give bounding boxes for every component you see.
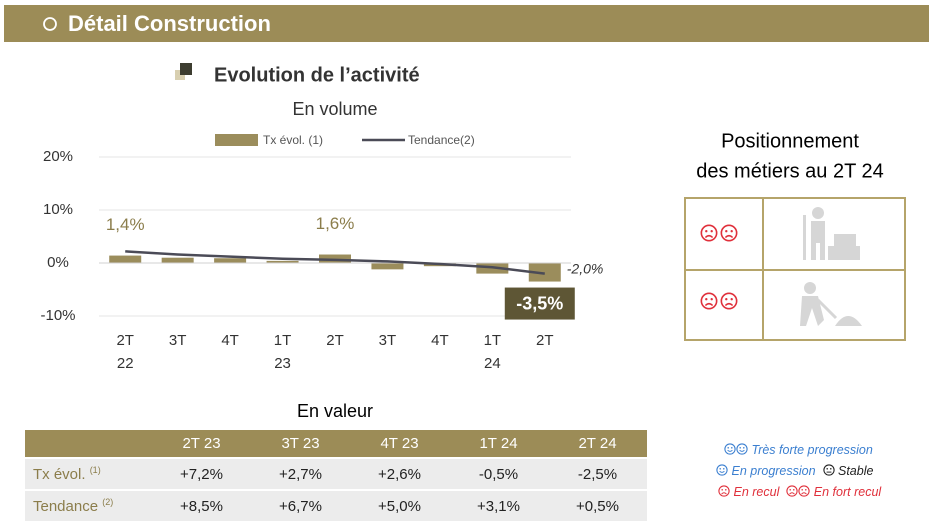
value-label: -2,0%	[567, 260, 604, 276]
cell: +6,7%	[251, 491, 350, 521]
header-title: Détail Construction	[68, 11, 271, 36]
table-row: Tendance (2) +8,5% +6,7% +5,0% +3,1% +0,…	[25, 491, 647, 521]
bar	[214, 258, 246, 263]
legend-item: Stable	[823, 464, 874, 478]
header-cell: 2T 24	[548, 430, 647, 457]
x-tick-label: 4T	[431, 332, 449, 349]
value-label: -3,5%	[516, 293, 563, 313]
header-cell: 1T 24	[449, 430, 548, 457]
legend-swatch	[215, 134, 258, 146]
legend-text: En progression	[731, 464, 815, 478]
legend-item: En fort recul	[786, 485, 881, 499]
cell: +8,5%	[152, 491, 251, 521]
positioning-grid	[685, 198, 905, 340]
value-table: 2T 23 3T 23 4T 23 1T 24 2T 24 Tx évol. (…	[25, 428, 647, 523]
legend-text: Stable	[838, 464, 873, 478]
row-note: (1)	[90, 465, 101, 475]
chart-subtitle: En volume	[292, 99, 377, 119]
header-cell: 2T 23	[152, 430, 251, 457]
positioning-title: des métiers au 2T 24	[696, 160, 884, 182]
plot: -10% 0% 10% 20% 2T 22 3T 4T 1T 23 2T 3T 4T 1T 24 2T 1,4%…	[40, 148, 603, 372]
x-tick-label: 3T	[379, 332, 397, 349]
x-tick-label: 23	[274, 355, 291, 372]
mood-legend: Très forte progression En progression St…	[716, 440, 931, 503]
value-label: 1,4%	[106, 215, 145, 234]
row-label: Tendance (2)	[25, 491, 152, 521]
legend-item: En recul	[718, 485, 779, 499]
value-label: 1,6%	[316, 214, 355, 233]
legend-item: En progression	[716, 464, 816, 478]
x-tick-label: 4T	[221, 332, 239, 349]
x-tick-label: 2T	[326, 332, 344, 349]
legend-label: Tendance(2)	[408, 133, 475, 147]
x-tick-label: 2T	[536, 332, 554, 349]
bar	[371, 263, 403, 269]
x-tick-label: 3T	[169, 332, 187, 349]
row-label-text: Tendance	[33, 498, 98, 515]
sad-faces	[701, 225, 736, 308]
row-note: (2)	[102, 497, 113, 507]
positioning-title: Positionnement	[721, 130, 859, 152]
legend-line: En progression Stable	[716, 461, 931, 482]
x-tick-label: 1T	[484, 332, 502, 349]
table-row: Tx évol. (1) +7,2% +2,7% +2,6% -0,5% -2,…	[25, 459, 647, 489]
cell: -0,5%	[449, 459, 548, 489]
legend-text: En fort recul	[814, 485, 881, 499]
y-tick-label: 10%	[43, 201, 73, 218]
header-cell	[25, 430, 152, 457]
legend-text: En recul	[733, 485, 779, 499]
cell: +3,1%	[449, 491, 548, 521]
cell: +5,0%	[350, 491, 449, 521]
x-tick-label: 22	[117, 355, 134, 372]
cell: +7,2%	[152, 459, 251, 489]
title-icon	[180, 63, 192, 75]
cell: +2,7%	[251, 459, 350, 489]
bar	[109, 256, 141, 263]
legend-line: En recul En fort recul	[716, 482, 931, 503]
header-cell: 3T 23	[251, 430, 350, 457]
legend-text: Très forte progression	[751, 443, 872, 457]
bar	[162, 258, 194, 263]
x-tick-label: 1T	[274, 332, 292, 349]
legend-label: Tx évol. (1)	[263, 133, 323, 147]
chart-title: Evolution de l’activité	[214, 64, 420, 86]
cell: -2,5%	[548, 459, 647, 489]
y-tick-label: 0%	[47, 254, 69, 271]
page: {"header": {"title": "Détail Constructio…	[0, 0, 933, 521]
x-tick-label: 2T	[116, 332, 134, 349]
legend-item: Très forte progression	[724, 443, 873, 457]
cell: +0,5%	[548, 491, 647, 521]
table-header: 2T 23 3T 23 4T 23 1T 24 2T 24	[25, 430, 647, 457]
legend: Tx évol. (1) Tendance(2)	[215, 133, 475, 147]
y-tick-label: 20%	[43, 148, 73, 165]
y-tick-label: -10%	[40, 307, 75, 324]
header-cell: 4T 23	[350, 430, 449, 457]
row-label: Tx évol. (1)	[25, 459, 152, 489]
legend-line: Très forte progression	[716, 440, 931, 461]
row-label-text: Tx évol.	[33, 466, 86, 483]
trade-icons	[800, 207, 862, 326]
x-tick-label: 24	[484, 355, 501, 372]
cell: +2,6%	[350, 459, 449, 489]
table-title: En valeur	[297, 401, 373, 421]
